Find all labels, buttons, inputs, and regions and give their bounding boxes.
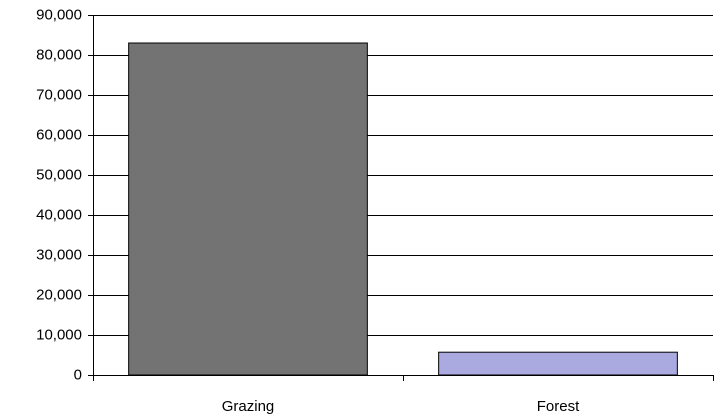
bar <box>438 351 678 376</box>
y-tick-label: 30,000 <box>36 246 82 263</box>
y-tick-label: 50,000 <box>36 166 82 183</box>
y-tick-label: 70,000 <box>36 86 82 103</box>
y-tick-label: 80,000 <box>36 46 82 63</box>
y-tick-label: 0 <box>74 366 82 383</box>
x-tick-label: Grazing <box>222 398 275 415</box>
y-tick-label: 20,000 <box>36 286 82 303</box>
y-tick-label: 10,000 <box>36 326 82 343</box>
y-tick-label: 60,000 <box>36 126 82 143</box>
y-tick-label: 40,000 <box>36 206 82 223</box>
bar <box>128 42 368 376</box>
x-tick-label: Forest <box>537 398 580 415</box>
y-tick-label: 90,000 <box>36 6 82 23</box>
